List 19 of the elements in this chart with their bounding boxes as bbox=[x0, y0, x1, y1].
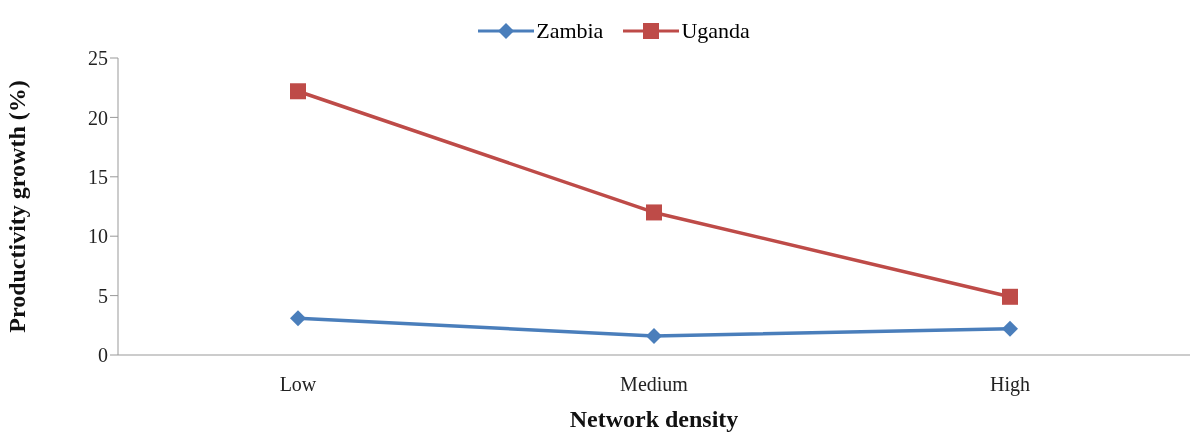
y-tick-label: 10 bbox=[88, 225, 108, 248]
y-tick-label: 15 bbox=[88, 165, 108, 188]
point bbox=[646, 327, 662, 344]
legend-label: Zambia bbox=[536, 18, 604, 44]
legend-label: Uganda bbox=[681, 18, 750, 44]
y-axis-title: Productivity growth (%) bbox=[3, 80, 30, 333]
y-tick-label: 5 bbox=[98, 284, 108, 307]
y-tick-label: 25 bbox=[88, 47, 108, 70]
point bbox=[1002, 320, 1018, 337]
point bbox=[290, 83, 306, 100]
x-tick-label: Medium bbox=[620, 373, 689, 396]
y-tick-label: 20 bbox=[88, 106, 108, 129]
x-axis-title: Network density bbox=[569, 406, 739, 432]
x-tick-label: High bbox=[990, 373, 1030, 397]
point bbox=[290, 310, 306, 327]
y-tick-label: 0 bbox=[98, 344, 108, 367]
point bbox=[1002, 288, 1018, 305]
x-tick-label: Low bbox=[279, 373, 317, 396]
point bbox=[646, 204, 662, 221]
